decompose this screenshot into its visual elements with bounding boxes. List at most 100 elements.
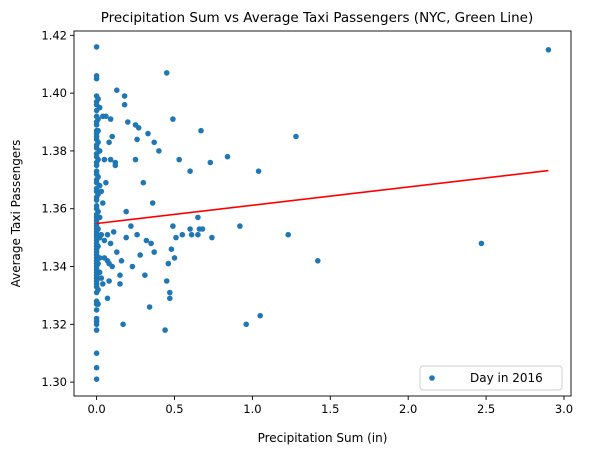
x-tick-label: 3.0 bbox=[555, 402, 573, 416]
data-point bbox=[140, 179, 147, 186]
data-point bbox=[120, 321, 126, 328]
data-point bbox=[95, 286, 101, 293]
data-point bbox=[107, 116, 114, 122]
data-point bbox=[98, 188, 105, 195]
data-point bbox=[257, 312, 264, 319]
data-point bbox=[132, 156, 139, 163]
data-point bbox=[93, 44, 100, 50]
y-tick-label: 1.42 bbox=[41, 28, 67, 42]
data-point bbox=[165, 260, 172, 267]
data-point bbox=[171, 255, 178, 261]
data-point bbox=[96, 269, 103, 276]
data-point bbox=[93, 364, 100, 371]
data-point bbox=[478, 240, 485, 247]
data-point bbox=[163, 278, 170, 284]
data-point bbox=[109, 263, 115, 270]
data-point bbox=[104, 231, 111, 238]
data-point bbox=[170, 223, 176, 229]
x-tick-label: 1.5 bbox=[321, 402, 339, 416]
data-point bbox=[293, 133, 299, 140]
data-point bbox=[95, 260, 101, 267]
data-point bbox=[134, 231, 140, 238]
data-point bbox=[110, 229, 117, 235]
data-point bbox=[129, 263, 136, 270]
chart-title: Precipitation Sum vs Average Taxi Passen… bbox=[101, 10, 534, 26]
data-point bbox=[96, 104, 103, 111]
data-point bbox=[95, 208, 101, 215]
data-point bbox=[95, 174, 101, 180]
legend-entry-label: Day in 2016 bbox=[470, 371, 543, 385]
data-point bbox=[103, 113, 109, 120]
data-point bbox=[195, 231, 201, 238]
data-point bbox=[143, 237, 150, 244]
data-point bbox=[123, 208, 129, 215]
data-point bbox=[93, 376, 100, 383]
y-tick-label: 1.38 bbox=[41, 144, 67, 158]
data-point bbox=[285, 231, 292, 238]
data-point bbox=[117, 272, 123, 279]
data-point bbox=[187, 168, 193, 174]
trend-line bbox=[96, 169, 549, 225]
legend-marker bbox=[429, 375, 435, 381]
data-point bbox=[121, 101, 128, 108]
y-tick-label: 1.34 bbox=[41, 260, 67, 274]
data-point bbox=[179, 231, 186, 238]
data-point bbox=[93, 350, 100, 357]
data-point bbox=[176, 156, 182, 163]
data-point bbox=[125, 119, 131, 125]
data-point bbox=[93, 197, 100, 203]
data-point bbox=[156, 148, 162, 154]
data-point bbox=[162, 327, 168, 333]
data-point bbox=[146, 304, 153, 310]
data-point bbox=[93, 162, 100, 169]
x-tick-label: 2.0 bbox=[399, 402, 417, 416]
data-point bbox=[151, 249, 157, 255]
y-tick-label: 1.30 bbox=[41, 375, 67, 389]
x-tick-label: 0.5 bbox=[165, 402, 183, 416]
data-point bbox=[95, 139, 101, 146]
x-axis: 0.0 0.5 1.0 1.5 2.0 2.5 3.0 bbox=[87, 396, 573, 416]
data-point bbox=[135, 125, 142, 131]
data-point bbox=[151, 139, 157, 146]
data-point bbox=[101, 156, 108, 163]
data-point bbox=[173, 234, 179, 241]
data-point bbox=[149, 200, 156, 206]
data-point bbox=[109, 133, 115, 140]
data-point bbox=[255, 168, 262, 174]
y-tick-label: 1.32 bbox=[41, 317, 67, 331]
data-point bbox=[137, 252, 143, 258]
data-point bbox=[123, 234, 129, 241]
data-point bbox=[112, 162, 119, 169]
data-point bbox=[167, 295, 173, 302]
data-point bbox=[93, 321, 100, 328]
plot-frame bbox=[73, 30, 572, 397]
data-point bbox=[101, 237, 108, 244]
data-point bbox=[107, 156, 114, 163]
data-point bbox=[103, 179, 109, 186]
data-point bbox=[93, 75, 100, 82]
data-point bbox=[237, 223, 243, 229]
x-axis-label: Precipitation Sum (in) bbox=[258, 431, 388, 445]
data-point bbox=[545, 47, 552, 53]
data-point bbox=[114, 87, 120, 93]
data-point bbox=[114, 249, 120, 255]
y-axis-label: Average Taxi Passengers bbox=[9, 140, 23, 288]
data-point bbox=[209, 234, 215, 241]
data-point bbox=[134, 136, 140, 143]
data-point bbox=[198, 127, 204, 134]
data-point bbox=[170, 116, 176, 122]
plot-marks bbox=[93, 44, 552, 383]
data-point bbox=[93, 327, 100, 333]
data-point bbox=[98, 231, 105, 238]
data-point bbox=[93, 307, 100, 313]
data-point bbox=[95, 226, 101, 232]
data-point bbox=[117, 281, 123, 287]
legend-box bbox=[419, 365, 563, 391]
data-point bbox=[148, 240, 154, 247]
data-point bbox=[98, 275, 105, 281]
data-point bbox=[95, 301, 101, 307]
data-point bbox=[95, 127, 101, 134]
x-tick-label: 1.0 bbox=[243, 402, 261, 416]
data-point bbox=[95, 243, 101, 250]
